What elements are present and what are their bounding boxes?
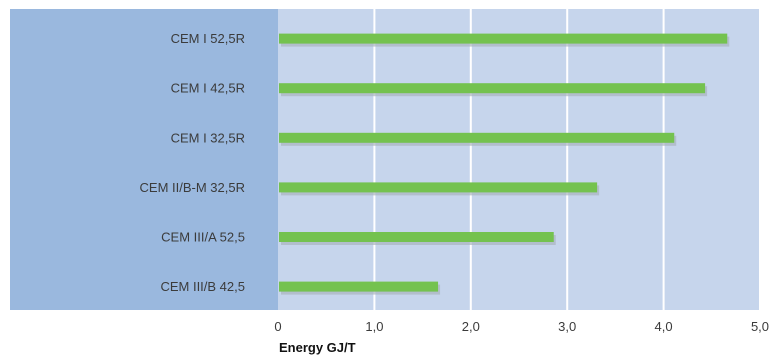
x-tick-label: 5,0: [751, 319, 769, 334]
bar: [279, 232, 554, 242]
x-tick-label: 0: [274, 319, 281, 334]
x-axis-title: Energy GJ/T: [279, 340, 356, 355]
x-tick-label: 1,0: [365, 319, 383, 334]
x-tick-label: 4,0: [655, 319, 673, 334]
bar-series: [279, 33, 730, 295]
x-tick-labels: 0 1,0 2,0 3,0 4,0 5,0: [274, 319, 769, 334]
bar: [279, 182, 598, 193]
x-tick-label: 3,0: [558, 319, 576, 334]
bar: [279, 132, 675, 143]
category-label: CEM III/A 52,5: [161, 230, 245, 245]
plot-area: [278, 9, 760, 310]
category-label: CEM II/B-M 32,5R: [140, 180, 245, 195]
bar: [279, 281, 439, 292]
category-label-panel: [10, 9, 278, 310]
x-tick-label: 2,0: [462, 319, 480, 334]
category-label: CEM I 42,5R: [171, 81, 245, 96]
category-label: CEM I 32,5R: [171, 130, 245, 145]
category-label: CEM I 52,5R: [171, 31, 245, 46]
category-labels: CEM I 52,5R CEM I 42,5R CEM I 32,5R CEM II/…: [140, 31, 245, 294]
gridlines: [373, 9, 761, 310]
bar: [279, 83, 706, 94]
category-label: CEM III/B 42,5: [160, 279, 245, 294]
bar: [279, 33, 728, 44]
